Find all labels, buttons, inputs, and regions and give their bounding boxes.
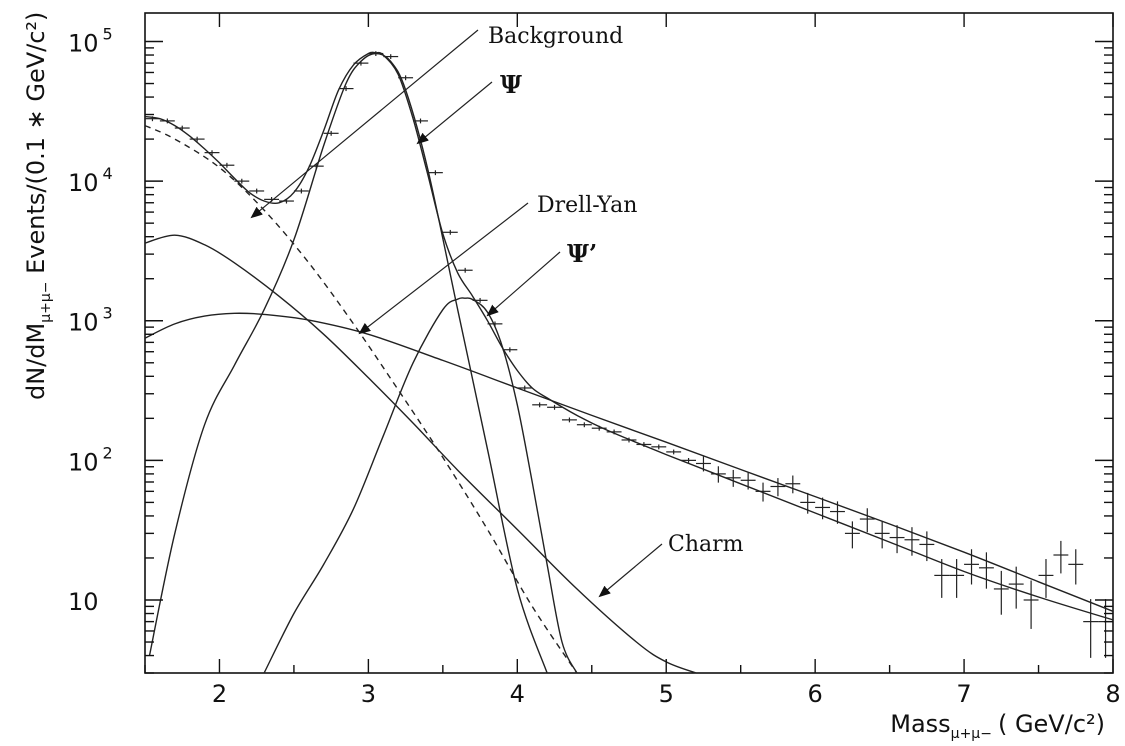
- data-point: [636, 442, 652, 447]
- data-point: [338, 86, 354, 92]
- series-group: [144, 51, 1114, 674]
- y-axis-label: dN/dMμ+μ− Events/(0.1 ∗ GeV/c²): [22, 12, 54, 400]
- data-point: [472, 297, 488, 303]
- x-axis-label: Massμ+μ−( GeV/c²): [890, 710, 1105, 742]
- data-point: [964, 549, 979, 585]
- data-point: [710, 466, 726, 483]
- data-point: [427, 170, 443, 176]
- data-point: [651, 444, 667, 450]
- y-tick-label: 10 2: [68, 443, 113, 476]
- data-point: [859, 508, 875, 533]
- data-point: [1053, 540, 1069, 574]
- data-point: [249, 188, 265, 194]
- data-point: [487, 321, 503, 327]
- data-point: [725, 469, 741, 487]
- data-point: [457, 267, 473, 273]
- data-point: [561, 417, 577, 423]
- arrow-psi-prime: [486, 251, 561, 317]
- plot-frame: [144, 12, 1114, 674]
- annotation-background: Background: [488, 24, 623, 49]
- data-point: [279, 198, 294, 204]
- data-point: [830, 501, 845, 524]
- series-line-charm: [144, 234, 697, 674]
- data-point: [696, 456, 711, 472]
- data-point: [978, 552, 994, 589]
- data-point: [532, 402, 548, 408]
- data-point: [383, 54, 399, 60]
- data-point: [189, 136, 205, 142]
- data-point: [234, 178, 250, 184]
- data-point: [502, 347, 518, 353]
- data-point: [145, 116, 160, 122]
- data-point: [219, 162, 235, 168]
- x-tick-label: 3: [361, 680, 376, 708]
- data-point: [442, 229, 458, 235]
- data-point: [681, 457, 697, 463]
- data-point: [368, 51, 384, 57]
- data-point: [755, 482, 771, 502]
- data-point: [666, 449, 682, 455]
- x-tick-label: 2: [212, 680, 227, 708]
- data-point: [844, 521, 860, 549]
- data-point: [949, 559, 965, 598]
- data-point: [174, 125, 190, 131]
- data-point: [800, 492, 816, 514]
- x-tick-label: 6: [808, 680, 823, 708]
- data-point: [770, 478, 786, 497]
- y-tick-label: 10: [68, 588, 99, 616]
- data-point: [904, 527, 920, 556]
- series-line-total-fit: [144, 51, 1114, 621]
- data-point: [576, 422, 592, 428]
- data-point: [740, 472, 756, 490]
- data-point: [1038, 559, 1054, 598]
- annotation-psi-prime: Ψ’: [567, 239, 597, 268]
- x-tick-label: 4: [510, 680, 525, 708]
- y-tick-label: 10 5: [68, 24, 113, 57]
- x-tick-label: 8: [1105, 680, 1120, 708]
- data-point: [204, 150, 220, 156]
- data-point: [785, 475, 801, 494]
- data-point: [1083, 599, 1099, 658]
- series-line-drell-yan: [144, 312, 1114, 612]
- data-point: [547, 404, 562, 410]
- data-point: [1068, 549, 1084, 585]
- annotation-charm: Charm: [668, 532, 744, 557]
- arrow-drell-yan: [358, 202, 529, 335]
- data-point: [606, 429, 622, 435]
- y-tick-label: 10 3: [68, 304, 113, 337]
- x-tick-label: 7: [956, 680, 971, 708]
- data-point: [621, 437, 637, 443]
- y-tick-label: 10 4: [68, 164, 113, 197]
- data-point: [1023, 580, 1039, 629]
- data-point: [323, 130, 339, 136]
- data-point: [398, 75, 414, 81]
- arrow-charm: [598, 543, 663, 598]
- x-tick-label: 5: [659, 680, 674, 708]
- data-point: [1098, 599, 1113, 658]
- data-point: [1008, 566, 1024, 609]
- data-points-group: [145, 51, 1113, 658]
- data-point: [874, 521, 890, 549]
- data-point: [293, 188, 309, 194]
- series-line-background: [144, 124, 578, 674]
- arrow-background: [250, 29, 479, 219]
- series-line-psi: [148, 52, 548, 674]
- data-point: [517, 385, 533, 391]
- arrow-psi: [416, 81, 493, 145]
- data-point: [919, 531, 935, 562]
- data-point: [889, 525, 905, 554]
- x-axis-ticks: 2 3 4 5 6 7 8: [144, 13, 1121, 708]
- data-point: [591, 425, 607, 431]
- data-point: [353, 60, 369, 66]
- data-point: [934, 559, 950, 598]
- annotation-psi: Ψ: [500, 70, 522, 99]
- data-point: [815, 497, 831, 520]
- data-point: [993, 570, 1009, 615]
- series-line-psi-prime: [263, 297, 578, 674]
- data-point: [159, 118, 175, 124]
- data-point: [413, 118, 428, 124]
- annotation-drell-yan: Drell-Yan: [537, 193, 637, 218]
